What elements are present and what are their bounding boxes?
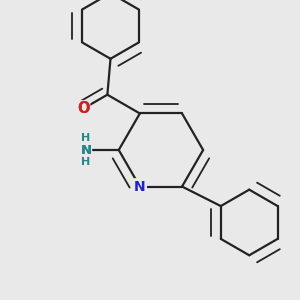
Text: H: H <box>81 133 91 143</box>
Text: N: N <box>134 179 146 194</box>
Text: N: N <box>80 143 92 157</box>
Text: O: O <box>77 101 89 116</box>
Text: N: N <box>80 143 92 157</box>
Text: N: N <box>134 179 146 194</box>
Text: H: H <box>81 157 91 167</box>
Text: O: O <box>77 101 89 116</box>
